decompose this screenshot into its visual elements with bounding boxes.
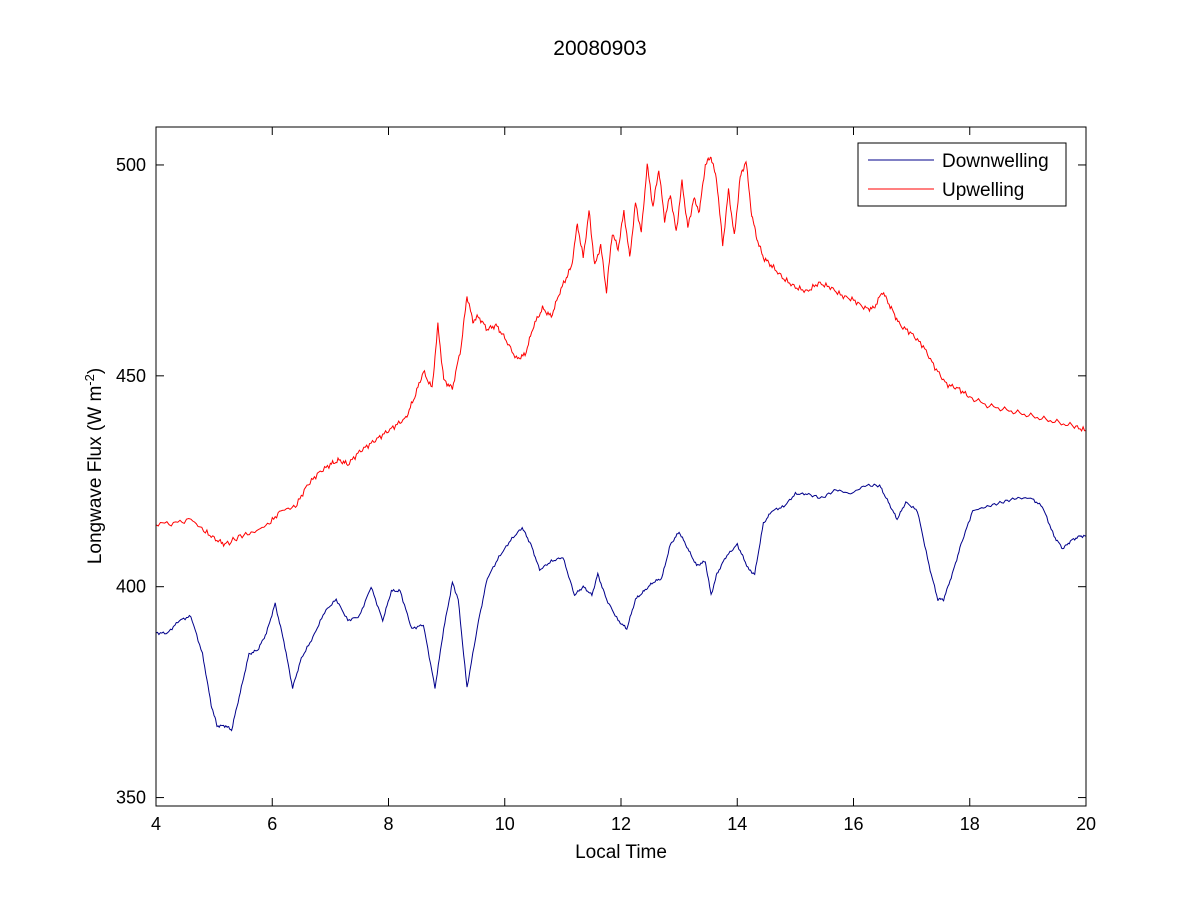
y-axis-title-superscript: -2 <box>82 374 97 386</box>
legend-box <box>857 142 1067 207</box>
legend-label-downwelling: Downwelling <box>942 151 1049 172</box>
y-tick-label: 450 <box>116 366 146 386</box>
y-axis-title-close: ) <box>85 368 106 374</box>
x-tick-label: 20 <box>1076 814 1096 834</box>
axis-ticks: 4 6 8 10 12 14 16 18 20 350 400 450 500 <box>116 127 1096 834</box>
series-line-downwelling <box>155 483 1087 732</box>
series-line-upwelling <box>155 156 1087 548</box>
y-axis-title-main: Longwave Flux (W m <box>85 386 106 564</box>
x-axis-title: Local Time <box>575 842 667 863</box>
x-tick-label: 16 <box>843 814 863 834</box>
x-tick-label: 18 <box>960 814 980 834</box>
series-group <box>155 156 1087 732</box>
y-tick-label: 350 <box>116 788 146 808</box>
x-tick-label: 4 <box>151 814 161 834</box>
x-tick-label: 10 <box>495 814 515 834</box>
chart-title: 20080903 <box>553 37 646 60</box>
legend-label-upwelling: Upwelling <box>942 180 1024 201</box>
x-tick-label: 14 <box>727 814 747 834</box>
x-tick-label: 8 <box>383 814 393 834</box>
y-tick-label: 500 <box>116 155 146 175</box>
legend: Downwelling Upwelling <box>857 142 1067 207</box>
y-axis-title: Longwave Flux (W m-2) <box>82 368 107 564</box>
x-tick-label: 12 <box>611 814 631 834</box>
x-tick-label: 6 <box>267 814 277 834</box>
y-tick-label: 400 <box>116 577 146 597</box>
